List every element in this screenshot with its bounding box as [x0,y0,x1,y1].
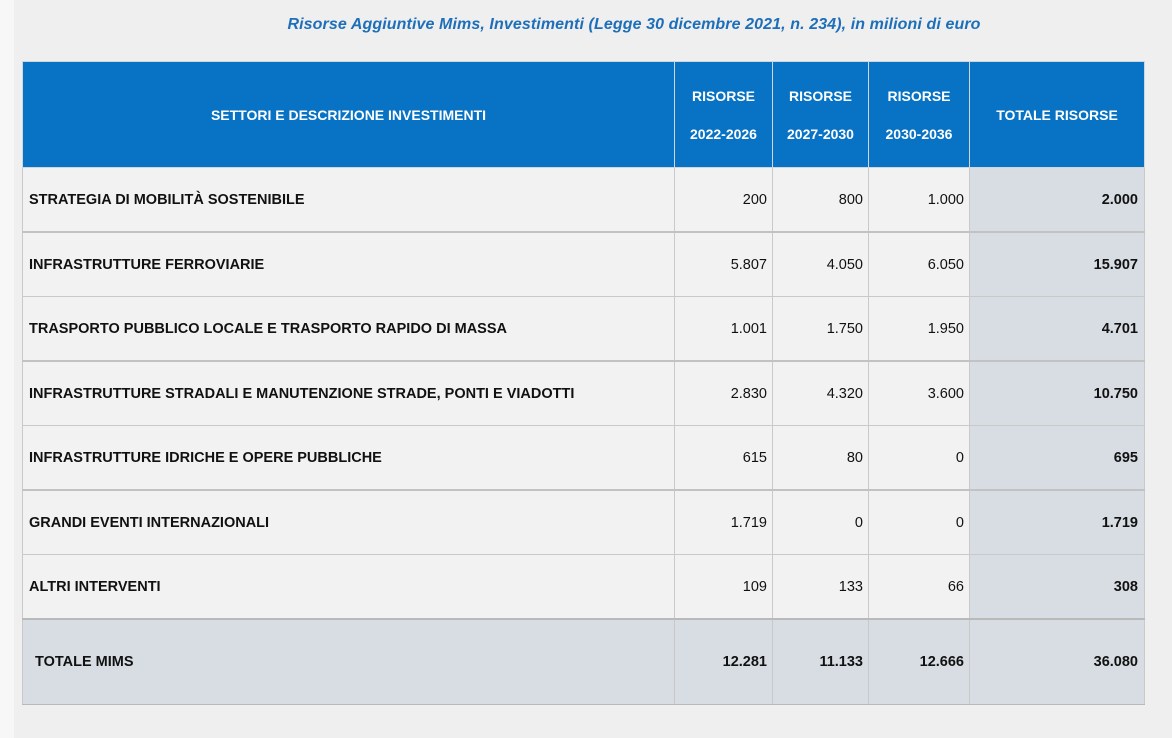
row-total: 308 [969,554,1145,620]
row-value-2027-2030: 800 [772,167,869,233]
table-body: STRATEGIA DI MOBILITÀ SOSTENIBILE 200 80… [22,167,1145,705]
totals-label: TOTALE MIMS [22,618,675,705]
row-total: 2.000 [969,167,1145,233]
row-sector: INFRASTRUTTURE STRADALI E MANUTENZIONE S… [22,361,675,426]
header-col2-top: RISORSE [788,87,852,104]
row-value-2027-2030: 1.750 [772,296,869,362]
header-col2-bottom: 2027-2030 [787,125,854,142]
table-row: GRANDI EVENTI INTERNAZIONALI 1.719 0 0 1… [22,490,1145,555]
totals-2027-2030: 11.133 [772,618,869,705]
totals-2030-2036: 12.666 [868,618,970,705]
row-value-2022-2026: 200 [674,167,773,233]
row-value-2022-2026: 1.001 [674,296,773,362]
row-value-2030-2036: 1.950 [868,296,970,362]
header-totale-risorse: TOTALE RISORSE [969,61,1145,168]
totals-row: TOTALE MIMS 12.281 11.133 12.666 36.080 [22,618,1145,705]
row-sector: GRANDI EVENTI INTERNAZIONALI [22,490,675,555]
table-row: INFRASTRUTTURE FERROVIARIE 5.807 4.050 6… [22,232,1145,297]
row-sector: INFRASTRUTTURE FERROVIARIE [22,232,675,297]
row-sector: STRATEGIA DI MOBILITÀ SOSTENIBILE [22,167,675,233]
table-title: Risorse Aggiuntive Mims, Investimenti (L… [287,16,981,33]
totals-2022-2026: 12.281 [674,618,773,705]
row-value-2030-2036: 0 [868,425,970,491]
row-sector: ALTRI INTERVENTI [22,554,675,620]
header-col1-top: RISORSE [691,87,755,104]
row-value-2022-2026: 109 [674,554,773,620]
row-value-2027-2030: 133 [772,554,869,620]
row-total: 10.750 [969,361,1145,426]
header-col1-bottom: 2022-2026 [690,125,757,142]
table-header: SETTORI E DESCRIZIONE INVESTIMENTI RISOR… [22,61,1145,168]
table-row: STRATEGIA DI MOBILITÀ SOSTENIBILE 200 80… [22,167,1145,233]
row-total: 15.907 [969,232,1145,297]
investments-table: SETTORI E DESCRIZIONE INVESTIMENTI RISOR… [22,61,1145,705]
table-row: INFRASTRUTTURE IDRICHE E OPERE PUBBLICHE… [22,425,1145,491]
header-col3-top: RISORSE [887,87,951,104]
row-value-2030-2036: 0 [868,490,970,555]
row-total: 4.701 [969,296,1145,362]
row-value-2022-2026: 5.807 [674,232,773,297]
row-value-2030-2036: 3.600 [868,361,970,426]
header-risorse-2027-2030: RISORSE 2027-2030 [772,61,869,168]
header-risorse-2022-2026: RISORSE 2022-2026 [674,61,773,168]
row-total: 1.719 [969,490,1145,555]
row-value-2030-2036: 1.000 [868,167,970,233]
table-row: ALTRI INTERVENTI 109 133 66 308 [22,554,1145,620]
row-sector: INFRASTRUTTURE IDRICHE E OPERE PUBBLICHE [22,425,675,491]
table-row: TRASPORTO PUBBLICO LOCALE E TRASPORTO RA… [22,296,1145,362]
header-row: SETTORI E DESCRIZIONE INVESTIMENTI RISOR… [22,61,1145,168]
row-value-2022-2026: 1.719 [674,490,773,555]
table-row: INFRASTRUTTURE STRADALI E MANUTENZIONE S… [22,361,1145,426]
row-total: 695 [969,425,1145,491]
left-margin-strip [0,0,14,738]
totals-grand-total: 36.080 [969,618,1145,705]
header-sector-label: SETTORI E DESCRIZIONE INVESTIMENTI [210,106,487,123]
row-value-2027-2030: 4.320 [772,361,869,426]
row-sector: TRASPORTO PUBBLICO LOCALE E TRASPORTO RA… [22,296,675,362]
row-value-2030-2036: 6.050 [868,232,970,297]
row-value-2027-2030: 80 [772,425,869,491]
row-value-2027-2030: 0 [772,490,869,555]
header-total-label: TOTALE RISORSE [996,106,1118,123]
header-risorse-2030-2036: RISORSE 2030-2036 [868,61,970,168]
row-value-2027-2030: 4.050 [772,232,869,297]
header-col3-bottom: 2030-2036 [885,125,953,142]
row-value-2022-2026: 2.830 [674,361,773,426]
row-value-2030-2036: 66 [868,554,970,620]
header-sector: SETTORI E DESCRIZIONE INVESTIMENTI [22,61,675,168]
row-value-2022-2026: 615 [674,425,773,491]
